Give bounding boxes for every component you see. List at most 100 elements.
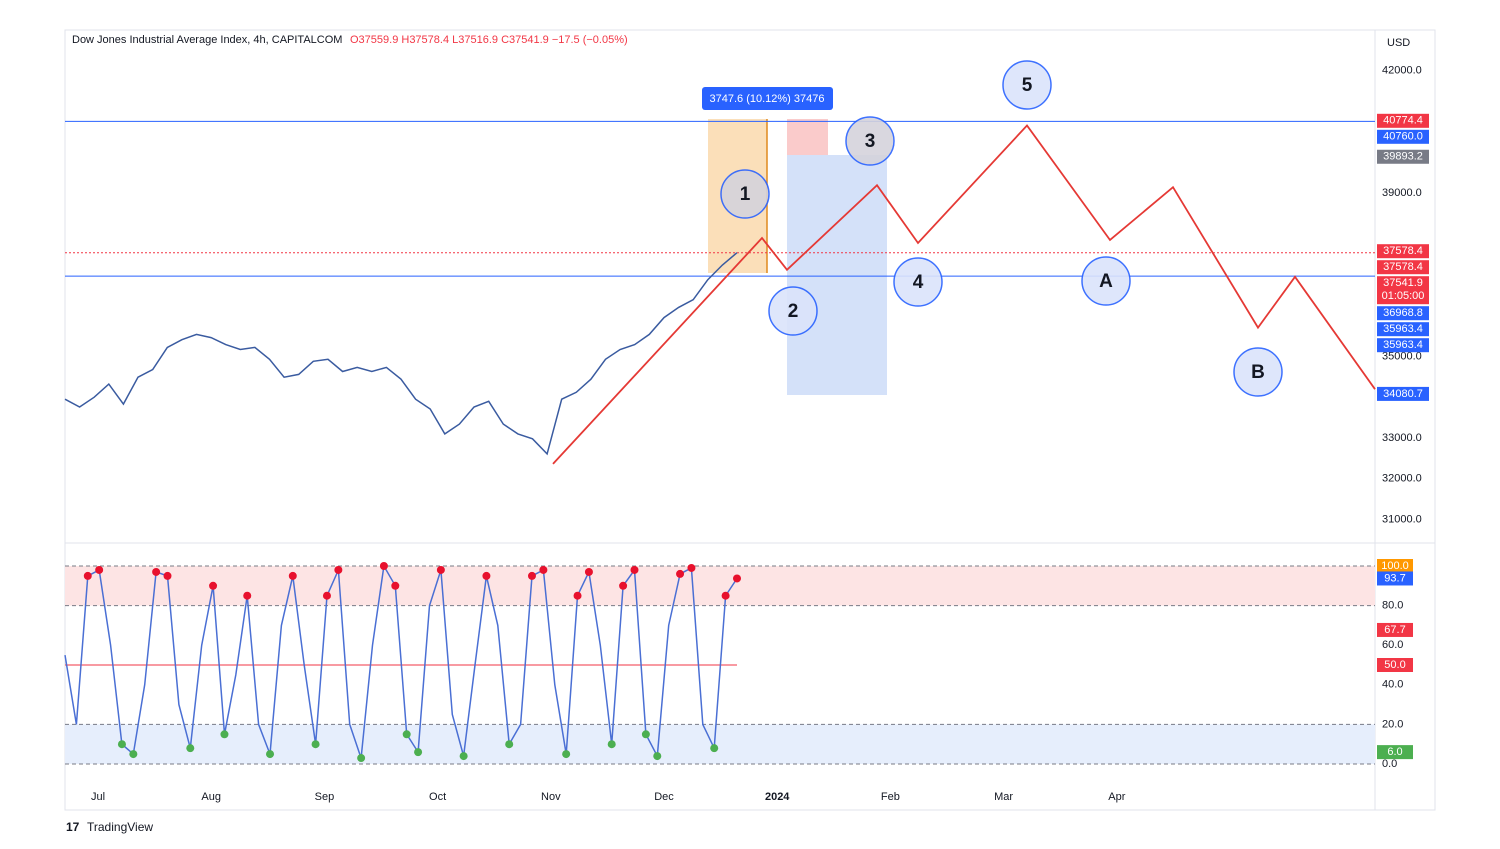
- price-badge-label: 35963.4: [1383, 323, 1423, 335]
- overbought-dot: [322, 591, 331, 600]
- wave-circle: [768, 286, 818, 336]
- overbought-dot: [243, 591, 252, 600]
- brand-logo: 17: [66, 820, 80, 834]
- overbought-dot: [676, 569, 685, 578]
- x-tick-label: Sep: [315, 791, 335, 803]
- wave-circle: [1002, 60, 1052, 110]
- overbought-dot: [95, 565, 104, 574]
- price-line: [64, 252, 738, 456]
- oversold-band: [65, 724, 1375, 764]
- price-badge: [1377, 322, 1429, 337]
- oversold-dot: [641, 730, 650, 739]
- overbought-dot: [152, 567, 161, 576]
- y-tick-label: 40.0: [1382, 679, 1403, 691]
- x-tick-label: Dec: [654, 791, 674, 803]
- overbought-dot: [83, 571, 92, 580]
- price-badge: [1377, 306, 1429, 321]
- osc-badge-label: 93.7: [1384, 572, 1405, 584]
- overbought-dot: [482, 571, 491, 580]
- price-badge: [1377, 244, 1429, 259]
- overbought-dot: [391, 581, 400, 590]
- overbought-dot: [334, 565, 343, 574]
- wave-label: 5: [1022, 75, 1033, 96]
- y-tick-label: 31000.0: [1382, 514, 1422, 526]
- x-tick-label: Oct: [429, 791, 446, 803]
- x-tick-label: Aug: [201, 791, 221, 803]
- overbought-dot: [630, 565, 639, 574]
- overbought-dot: [527, 571, 536, 580]
- overbought-band: [65, 566, 1375, 606]
- overbought-dot: [379, 562, 388, 570]
- price-badge: [1377, 276, 1429, 305]
- osc-badge: [1377, 658, 1413, 672]
- projection-line: [552, 124, 1376, 465]
- osc-badge-label: 100.0: [1381, 560, 1409, 572]
- target-zone: [787, 119, 828, 155]
- oversold-dot: [562, 750, 571, 759]
- osc-badge-label: 50.0: [1384, 659, 1405, 671]
- countdown: 01:05:00: [1382, 290, 1425, 302]
- overbought-dot: [539, 565, 548, 574]
- wave-label: B: [1251, 362, 1265, 383]
- x-tick-label: Apr: [1108, 791, 1125, 803]
- y-tick-label: 20.0: [1382, 718, 1403, 730]
- overbought-dot: [209, 581, 218, 590]
- oversold-dot: [653, 752, 662, 761]
- price-badge: [1377, 149, 1429, 164]
- price-badge-label: 36968.8: [1383, 307, 1423, 319]
- x-tick-label: Nov: [541, 791, 561, 803]
- wave-label: 2: [788, 301, 799, 322]
- overbought-dot: [163, 571, 172, 580]
- price-badge: [1377, 338, 1429, 353]
- wave-circle: [893, 257, 943, 307]
- chart-frame: [64, 29, 1436, 811]
- oversold-dot: [459, 752, 468, 761]
- oversold-dot: [607, 740, 616, 749]
- oversold-dot: [357, 754, 366, 763]
- overbought-dot: [288, 571, 297, 580]
- price-badge: [1377, 260, 1429, 275]
- price-badge-label: 37578.4: [1383, 261, 1423, 273]
- overbought-dot: [619, 581, 628, 590]
- brand: TradingView: [87, 820, 153, 834]
- overbought-dot: [436, 565, 445, 574]
- overbought-dot: [721, 591, 730, 600]
- osc-badge-label: 67.7: [1384, 624, 1405, 636]
- x-tick-label: Jul: [91, 791, 105, 803]
- overbought-dot: [573, 591, 582, 600]
- x-tick-label: Feb: [881, 791, 900, 803]
- oversold-dot: [414, 748, 423, 757]
- osc-badge: [1377, 622, 1413, 637]
- oversold-dot: [505, 740, 514, 749]
- overbought-dot: [733, 574, 741, 583]
- price-badge-label: 40760.0: [1383, 131, 1423, 143]
- wave-circle: [845, 116, 895, 166]
- oversold-dot: [402, 730, 411, 739]
- y-tick-label: 33000.0: [1382, 432, 1422, 444]
- osc-badge-label: 6.0: [1387, 746, 1402, 758]
- price-badge: [1377, 113, 1429, 128]
- price-badge-label: 34080.7: [1383, 388, 1423, 400]
- x-tick-label: 2024: [765, 791, 790, 803]
- price-badge: [1377, 386, 1429, 401]
- y-tick-label: 32000.0: [1382, 473, 1422, 485]
- measure-label: 3747.6 (10.12%) 37476: [710, 93, 825, 105]
- y-tick-label: 39000.0: [1382, 187, 1422, 199]
- price-badge-label: 37541.9: [1383, 277, 1423, 289]
- measure-label-box: [702, 87, 833, 110]
- oversold-dot: [311, 740, 320, 749]
- osc-badge: [1377, 745, 1413, 760]
- oversold-dot: [129, 750, 138, 759]
- wave-label: A: [1099, 271, 1113, 292]
- osc-badge: [1377, 559, 1413, 573]
- y-tick-label: 42000.0: [1382, 65, 1422, 77]
- price-badge: [1377, 129, 1429, 144]
- y-tick-label: 60.0: [1382, 639, 1403, 651]
- overbought-dot: [687, 563, 696, 572]
- overbought-dot: [584, 567, 593, 576]
- ohlc: O37559.9 H37578.4 L37516.9 C37541.9 −17.…: [350, 34, 628, 46]
- oversold-dot: [710, 744, 719, 753]
- wave-circle: [720, 169, 770, 219]
- price-badge-label: 37578.4: [1383, 245, 1423, 257]
